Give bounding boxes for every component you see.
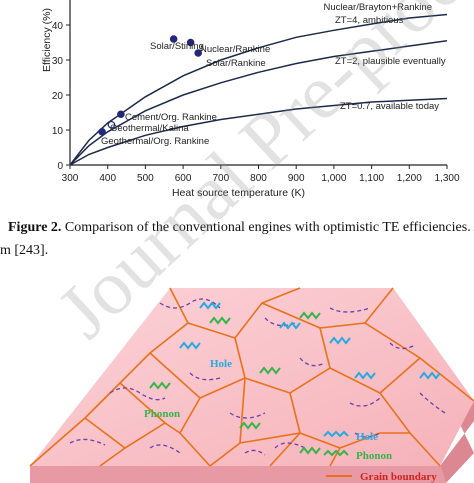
carrier-path — [189, 372, 221, 381]
engine-label: Geothermal/Kalina — [110, 123, 189, 134]
carrier-arrow — [209, 316, 231, 325]
engine-label: Solar/Rankine — [206, 58, 266, 69]
carrier-path — [329, 307, 371, 313]
grain-boundaries — [29, 287, 474, 467]
grain-boundary-line — [179, 377, 246, 467]
engine-label: Cement/Org. Rankine — [125, 112, 217, 123]
slab-top-face — [30, 288, 474, 466]
engine-label: Geothermal/Org. Rankine — [101, 136, 209, 147]
grain-boundary-line — [187, 287, 301, 339]
carrier-path — [244, 449, 266, 456]
x-tick-label: 1,300 — [434, 173, 459, 184]
carrier-path — [159, 298, 221, 309]
carrier-arrow — [259, 366, 281, 375]
grain-boundary-line — [99, 447, 126, 467]
hole-diagram-label: Hole — [210, 358, 232, 370]
y-tick-label: 40 — [52, 21, 64, 32]
series-line — [69, 97, 448, 166]
carrier-path — [349, 397, 381, 407]
series-label: ZT=2, plausible eventually — [335, 56, 446, 67]
x-tick-label: 1,000 — [321, 173, 346, 184]
engine-point — [107, 120, 116, 129]
carrier-path — [389, 342, 416, 350]
series-label: ZT=0.7, available today — [340, 101, 439, 112]
carrier-arrow — [199, 301, 221, 310]
series-line — [69, 13, 448, 166]
engine-point — [117, 110, 125, 119]
figure-caption-label: Figure 2. — [8, 220, 62, 235]
efficiency-chart: 300 400 500 600 700 800 900 1,000 1,100 1,200 1,30… — [41, 0, 460, 199]
grain-boundary-legend-label: Grain boundary — [360, 471, 437, 483]
x-tick-label: 300 — [62, 173, 79, 184]
x-tick-label: 700 — [212, 173, 229, 184]
y-tick-label: 30 — [52, 56, 64, 67]
grain-boundary-line — [29, 287, 190, 467]
carrier-arrow — [329, 336, 351, 345]
grain-boundary-line — [239, 377, 246, 444]
carrier-arrow — [279, 321, 301, 330]
x-tick-label: 400 — [99, 173, 116, 184]
engine-point — [194, 49, 202, 57]
carrier-path — [229, 412, 266, 419]
diagram-legend: Hole Phonon Grain boundary — [323, 430, 437, 483]
x-tick-label: 900 — [288, 173, 305, 184]
engine-point — [98, 127, 106, 136]
x-tick-label: 600 — [175, 173, 192, 184]
carrier-arrows — [149, 301, 441, 455]
figure-caption: Figure 2. Comparison of the conventional… — [8, 220, 474, 236]
carrier-arrow — [419, 371, 441, 380]
grain-boundary-line — [269, 432, 301, 467]
x-axis-label: Heat source temperature (K) — [172, 187, 305, 199]
hole-legend-icon — [323, 430, 349, 438]
x-tick-label: 500 — [137, 173, 154, 184]
engine-label: Solar/Stirling — [150, 41, 204, 52]
carrier-path — [109, 387, 166, 401]
carrier-path — [149, 444, 181, 454]
carrier-arrow — [149, 381, 171, 390]
carrier-arrow — [299, 446, 321, 455]
carrier-arrow — [354, 371, 376, 380]
x-tick-label: 1,200 — [397, 173, 422, 184]
figure-caption-line2: m [243]. — [0, 243, 49, 258]
slab-front-face — [30, 466, 446, 483]
y-tick-label: 20 — [52, 91, 64, 102]
grain-boundary-diagram: Hole Phonon Grain boundary Hole Phonon — [29, 287, 474, 483]
carrier-path — [274, 442, 306, 449]
engine-point — [186, 38, 195, 47]
carrier-path — [419, 392, 446, 414]
chart-points — [98, 35, 202, 136]
chart-axes: 300 400 500 600 700 800 900 1,000 1,100 1,200 1,30… — [41, 0, 460, 199]
carrier-path — [299, 357, 326, 367]
grain-boundary-line — [234, 302, 331, 394]
phonon-legend-label: Phonon — [356, 450, 392, 462]
x-tick-label: 800 — [250, 173, 267, 184]
figure-caption-text: Comparison of the conventional engines w… — [61, 220, 474, 235]
engine-label: Nuclear/Brayton+Rankine — [323, 2, 432, 13]
grain-boundary-line — [329, 447, 341, 467]
carrier-path — [69, 438, 106, 446]
x-tick-label: 1,100 — [359, 173, 384, 184]
carrier-path — [354, 432, 381, 438]
y-axis-label: Efficiency (%) — [41, 8, 53, 72]
engine-label: Nuclear/Rankine — [200, 44, 270, 55]
engine-point — [169, 35, 178, 43]
phonon-diagram-label: Phonon — [144, 408, 180, 420]
chart-labels: ZT=4, ambitious ZT=2, plausible eventuall… — [101, 2, 446, 147]
phonon-legend-icon — [323, 449, 349, 457]
hole-legend-label: Hole — [356, 431, 378, 443]
y-tick-label: 0 — [57, 161, 63, 172]
carrier-arrow — [299, 311, 321, 320]
grain-boundary-line — [149, 352, 201, 399]
y-tick-label: 10 — [52, 126, 64, 137]
carrier-arrow — [179, 341, 201, 350]
carrier-arrow — [239, 421, 261, 430]
series-label: ZT=4, ambitious — [335, 15, 404, 26]
